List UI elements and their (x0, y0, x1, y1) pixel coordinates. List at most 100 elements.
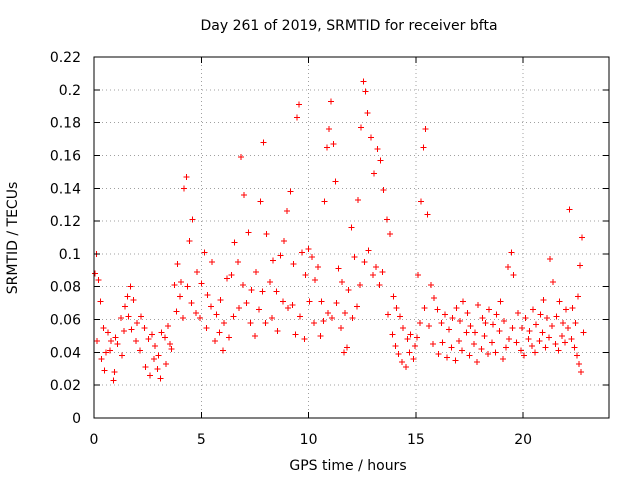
data-point-0-237 (455, 337, 462, 344)
data-point-0-6 (104, 329, 111, 336)
data-point-0-132 (522, 314, 529, 321)
data-point-0-116 (464, 309, 471, 316)
data-point-0-236 (452, 357, 459, 364)
data-point-0-192 (269, 314, 276, 321)
data-point-0-57 (280, 237, 287, 244)
data-point-0-189 (256, 306, 263, 313)
data-point-0-20 (152, 342, 159, 349)
data-point-0-245 (484, 351, 491, 358)
data-point-0-246 (489, 339, 496, 346)
data-point-0-160 (128, 326, 135, 333)
data-point-0-70 (321, 198, 328, 205)
data-point-0-172 (180, 314, 187, 321)
data-point-0-185 (240, 282, 247, 289)
data-point-0-96 (396, 313, 403, 320)
data-point-0-82 (354, 196, 361, 203)
data-point-0-127 (505, 264, 512, 271)
data-point-0-79 (345, 287, 352, 294)
data-point-0-184 (235, 305, 242, 312)
data-point-0-247 (492, 349, 499, 356)
data-point-0-150 (579, 234, 586, 241)
data-point-0-228 (417, 319, 424, 326)
data-point-0-204 (324, 309, 331, 316)
data-point-0-208 (340, 349, 347, 356)
data-point-0-205 (329, 314, 336, 321)
x-tick-label-3: 15 (407, 432, 425, 448)
data-point-0-33 (194, 268, 200, 275)
data-point-0-167 (157, 375, 164, 382)
data-point-0-221 (392, 342, 399, 349)
data-point-0-126 (500, 318, 507, 325)
data-point-0-80 (348, 224, 355, 231)
data-point-0-45 (237, 154, 244, 161)
data-point-0-14 (130, 296, 137, 303)
data-point-0-163 (142, 364, 149, 371)
data-point-0-88 (371, 170, 378, 177)
axes-layer (93, 56, 610, 419)
data-point-0-200 (306, 298, 313, 305)
data-point-0-139 (546, 255, 553, 262)
data-point-0-164 (146, 372, 153, 379)
x-axis-label: GPS time / hours (289, 458, 406, 474)
data-point-0-258 (531, 349, 538, 356)
data-point-0-29 (181, 185, 188, 192)
data-point-0-102 (418, 198, 425, 205)
data-point-0-104 (422, 126, 429, 133)
data-point-0-7 (108, 337, 115, 344)
data-point-0-255 (521, 352, 528, 359)
data-point-0-155 (110, 377, 117, 384)
data-point-0-159 (125, 313, 132, 320)
data-point-0-125 (497, 298, 504, 305)
data-point-0-19 (148, 331, 155, 338)
data-point-0-222 (395, 351, 402, 358)
data-point-0-157 (118, 352, 125, 359)
data-point-0-260 (539, 329, 546, 336)
points-layer (92, 78, 587, 384)
data-point-0-22 (158, 329, 165, 336)
data-point-0-63 (299, 249, 306, 256)
data-point-0-61 (293, 114, 300, 121)
data-point-0-113 (453, 305, 460, 312)
x-tick-label-2: 10 (300, 432, 318, 448)
data-point-0-266 (558, 332, 565, 339)
data-point-0-197 (292, 331, 299, 338)
data-point-0-11 (121, 328, 128, 335)
data-point-0-25 (168, 346, 175, 353)
data-point-0-271 (573, 352, 580, 359)
data-point-0-264 (552, 341, 559, 348)
data-point-0-32 (189, 216, 196, 223)
data-point-0-176 (197, 314, 204, 321)
data-point-0-48 (248, 287, 255, 294)
data-point-0-219 (384, 311, 391, 318)
data-point-0-13 (127, 283, 134, 290)
data-point-0-270 (571, 344, 578, 351)
data-point-0-211 (353, 303, 360, 310)
data-point-0-41 (224, 275, 231, 282)
data-point-0-152 (98, 355, 105, 362)
data-point-0-267 (562, 339, 569, 346)
data-point-0-230 (425, 323, 432, 330)
data-point-0-149 (577, 262, 584, 269)
data-point-0-229 (421, 305, 428, 312)
data-point-0-194 (279, 298, 286, 305)
data-point-0-93 (387, 231, 394, 238)
data-point-0-253 (513, 339, 520, 346)
data-point-0-215 (369, 272, 376, 279)
data-point-0-91 (380, 186, 387, 193)
y-tick-label-0: 0 (72, 411, 81, 427)
data-point-0-66 (308, 254, 315, 261)
data-point-0-10 (117, 314, 124, 321)
data-point-0-111 (446, 326, 453, 333)
data-point-0-161 (132, 337, 139, 344)
data-point-0-261 (542, 344, 549, 351)
data-point-0-18 (145, 336, 152, 343)
data-point-0-54 (270, 257, 277, 264)
data-point-0-95 (393, 305, 400, 312)
data-point-0-81 (351, 254, 358, 261)
x-tick-label-0: 0 (90, 432, 99, 448)
data-point-0-170 (173, 308, 180, 315)
data-point-0-34 (198, 280, 205, 287)
data-point-0-268 (565, 324, 572, 331)
data-point-0-269 (568, 336, 575, 343)
